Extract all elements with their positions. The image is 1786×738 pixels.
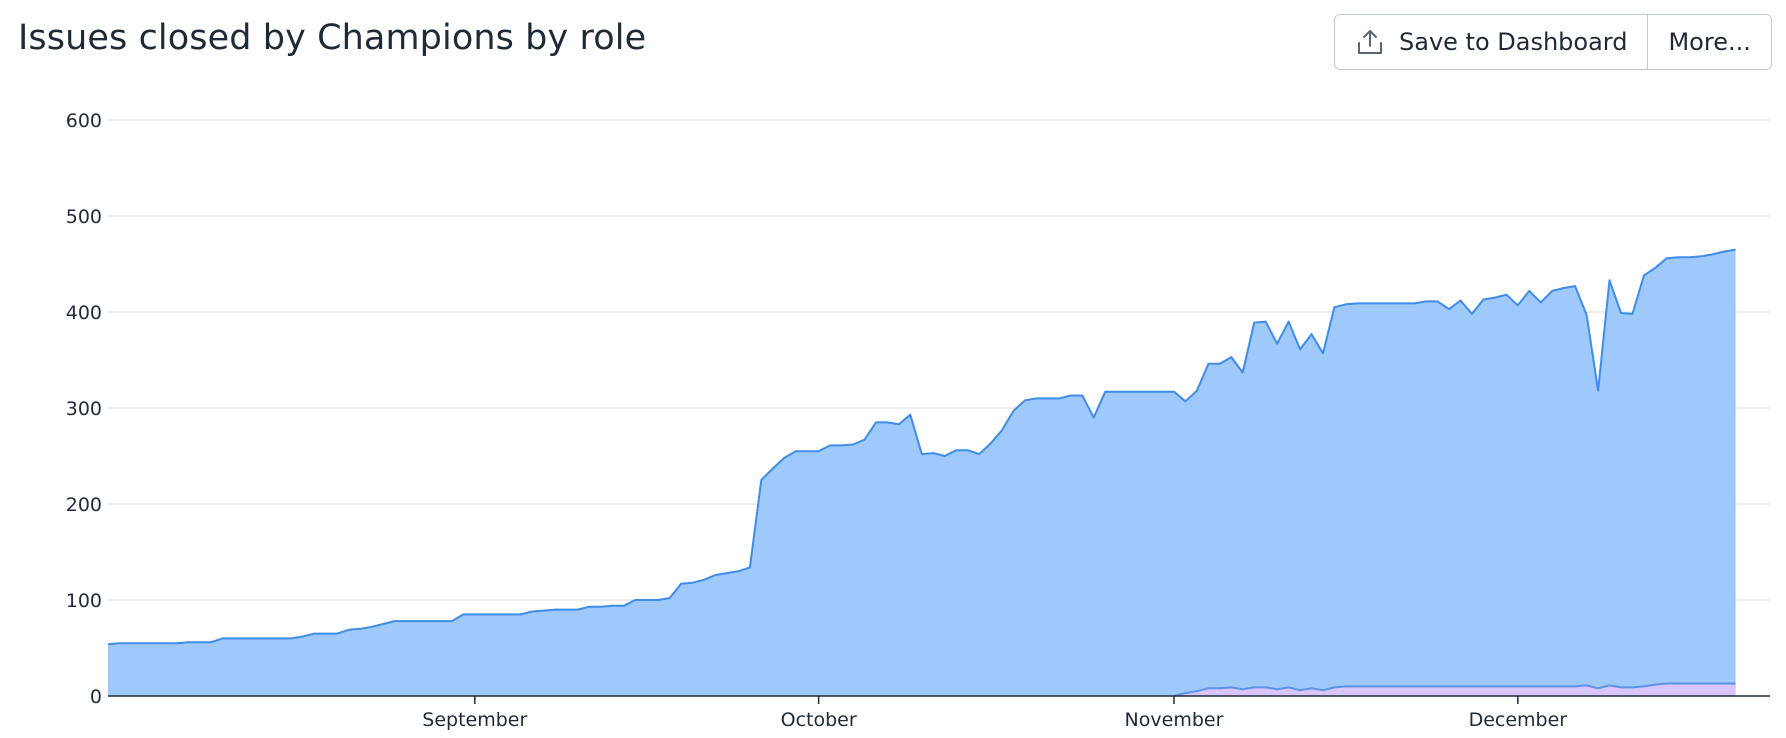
- y-tick-label: 600: [66, 110, 102, 132]
- area-layer: [107, 248, 1736, 697]
- y-tick-label: 0: [90, 686, 102, 708]
- save-to-dashboard-label: Save to Dashboard: [1399, 28, 1628, 56]
- series-area: [1174, 683, 1736, 696]
- series-area: [108, 249, 1736, 696]
- y-tick-label: 200: [66, 494, 102, 516]
- more-label: More...: [1668, 28, 1751, 56]
- upload-icon: [1355, 27, 1385, 57]
- y-tick-label: 400: [66, 302, 102, 324]
- more-button[interactable]: More...: [1647, 15, 1771, 69]
- series-line: [1173, 682, 1736, 697]
- y-tick-label: 500: [66, 206, 102, 228]
- series-line: [107, 248, 1736, 646]
- chart-actions: Save to Dashboard More...: [1334, 14, 1772, 70]
- x-tick-label: December: [1469, 709, 1568, 731]
- x-tick-label: November: [1125, 709, 1224, 731]
- y-tick-label: 100: [66, 590, 102, 612]
- chart-title: Issues closed by Champions by role: [18, 18, 647, 58]
- axis-layer: 0 100 200 300 400 500 600 September October Novem…: [66, 110, 1770, 731]
- x-tick-label: October: [781, 709, 857, 731]
- x-tick-label: September: [422, 709, 527, 731]
- save-to-dashboard-button[interactable]: Save to Dashboard: [1335, 15, 1648, 69]
- y-tick-label: 300: [66, 398, 102, 420]
